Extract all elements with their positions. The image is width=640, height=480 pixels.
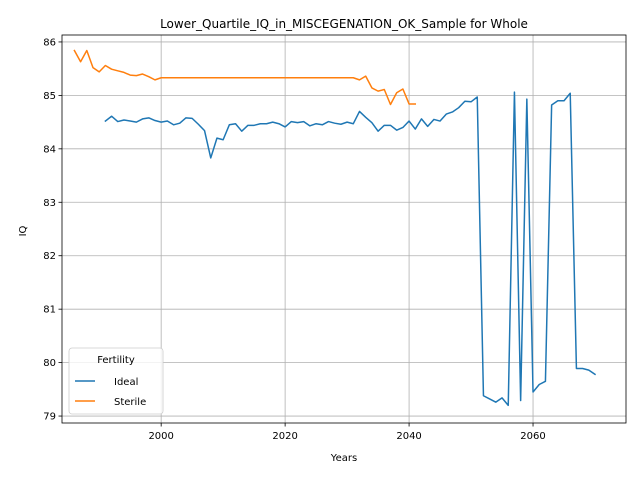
series-line-ideal [104,91,597,407]
legend-box [68,347,164,415]
legend-label-ideal: Ideal [114,377,138,388]
chart-title: Lower_Quartile_IQ_in_MISCEGENATION_OK_Sa… [160,17,528,31]
x-tick-label: 2020 [272,431,297,442]
series-lines [73,49,597,407]
y-axis: 79 80 81 82 83 84 85 86 [43,37,62,423]
x-tick-label: 2040 [396,431,421,442]
y-tick-label: 84 [43,144,56,155]
x-axis-label: Years [330,453,357,464]
y-tick-label: 80 [43,358,56,369]
y-tick-label: 86 [43,37,56,48]
legend-title: Fertility [97,355,135,366]
grid-lines [62,35,626,423]
y-axis-label: IQ [18,225,29,236]
y-tick-label: 81 [43,305,56,316]
series-line-sterile [73,49,417,106]
legend: Fertility Ideal Sterile [68,347,164,415]
x-axis: 2000 2020 2040 2060 [148,423,546,442]
y-tick-label: 83 [43,198,56,209]
x-tick-label: 2060 [520,431,545,442]
plot-frame [61,34,627,424]
y-tick-label: 79 [43,412,56,423]
y-tick-label: 85 [43,91,56,102]
legend-label-sterile: Sterile [114,397,146,408]
y-tick-label: 82 [43,251,56,262]
x-tick-label: 2000 [148,431,173,442]
